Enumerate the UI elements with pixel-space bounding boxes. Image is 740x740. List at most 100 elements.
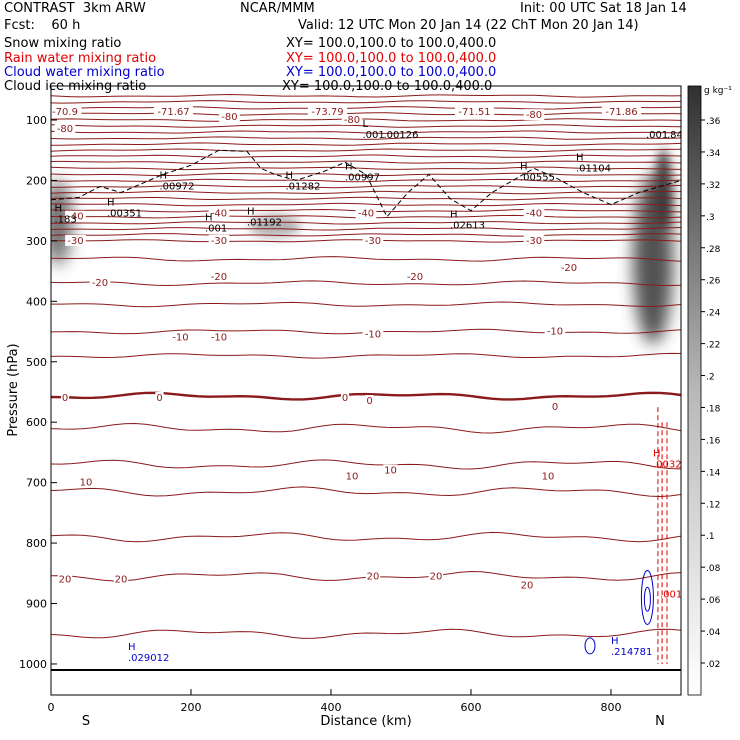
x-tick-label: 200 <box>181 701 202 714</box>
extremum-value: .00972 <box>160 181 195 192</box>
extremum-marker: H <box>576 152 584 163</box>
isotherm-label: 0 <box>342 393 348 404</box>
isotherm-line <box>51 100 681 104</box>
colorbar-tick-label: .2 <box>706 373 715 383</box>
field-name-rain: Rain water mixing ratio <box>4 51 157 66</box>
x-tick-label: 600 <box>461 701 482 714</box>
x-axis-label: Distance (km) <box>320 714 411 729</box>
contour-label-bg <box>454 106 495 118</box>
contour-label-bg <box>155 392 164 404</box>
isotherm-line <box>51 112 681 116</box>
isotherm-label: -30 <box>365 236 381 247</box>
isotherm-label: -80 <box>57 124 73 135</box>
x-tick-label: 0 <box>48 701 55 714</box>
isotherm-label: 10 <box>80 478 93 489</box>
extremum-marker: H <box>107 198 115 209</box>
contour-label-bg <box>54 123 76 135</box>
isotherm-label: 10 <box>384 466 397 477</box>
extremum-value: .001 <box>205 224 227 235</box>
isotherm-label: -71.67 <box>157 107 189 118</box>
field-xy-rain: XY= 100.0,100.0 to 100.0,400.0 <box>286 51 497 66</box>
isotherm-label: -40 <box>358 209 374 220</box>
isotherm-label: 10 <box>542 472 555 483</box>
isotherm-line <box>51 93 681 98</box>
isotherm-line <box>51 106 681 110</box>
extremum-value: .214781 <box>611 647 652 658</box>
contour-label-bg <box>404 271 426 283</box>
plot-frame <box>50 85 682 696</box>
isotherm-line <box>51 233 681 237</box>
cloud-water-contour <box>640 569 654 625</box>
extremum-marker: H <box>128 642 136 653</box>
extremum-marker: H <box>345 161 353 172</box>
isotherm-line <box>51 459 681 470</box>
contour-label-bg <box>601 106 642 118</box>
extremum-value: .847 <box>667 130 689 141</box>
isotherm-label: 20 <box>521 580 534 591</box>
extremum-marker: H <box>450 210 458 221</box>
isotherm-label: -71.51 <box>458 107 490 118</box>
isotherm-label: -10 <box>211 333 227 344</box>
tropopause-dashed-contour <box>51 149 681 218</box>
contour-label-bg <box>89 277 111 289</box>
isotherm-line <box>51 628 681 639</box>
contour-label-bg <box>60 392 70 404</box>
isotherm-line <box>51 118 681 122</box>
contour-label-bg <box>57 573 73 585</box>
contour-label-bg <box>355 207 377 219</box>
y-tick-label: 700 <box>26 477 47 490</box>
y-tick-label: 900 <box>26 598 47 611</box>
isotherm-line <box>51 178 681 183</box>
field-name-cloud-water: Cloud water mixing ratio <box>4 65 165 80</box>
extremum-marker: H <box>286 170 294 181</box>
isotherm-line <box>51 301 681 308</box>
y-axis-label: Pressure (hPa) <box>6 343 21 436</box>
isotherm-label: -73.79 <box>311 107 343 118</box>
colorbar-tick-label: .16 <box>706 436 721 446</box>
colorbar-tick-label: .12 <box>706 500 720 510</box>
extremum-marker: L <box>363 119 369 130</box>
isotherm-label: 20 <box>367 571 380 582</box>
isotherm-label: 10 <box>346 472 359 483</box>
contour-label-bg <box>428 570 444 582</box>
isotherm-line <box>51 142 681 146</box>
colorbar <box>687 85 702 696</box>
extremum-marker: H <box>247 207 255 218</box>
header-model: CONTRAST 3km ARW <box>4 1 146 16</box>
contour-label-bg <box>219 110 240 122</box>
isotherm-label: -40 <box>211 209 227 220</box>
y-tick-label: 800 <box>26 537 47 550</box>
extremum-marker: H <box>520 161 528 172</box>
extremum-marker: H <box>611 636 619 647</box>
isotherm-label: -10 <box>365 330 381 341</box>
contour-labels: -70.9 -71.67 -73.79 -71.51 -71.86 -80 -80 -80 -8… <box>51 106 689 664</box>
isotherm-line <box>51 221 681 225</box>
colorbar-tick-label: .36 <box>706 117 721 127</box>
isotherm-label: -80 <box>344 115 360 126</box>
colorbar-tick-label: .1 <box>706 532 715 542</box>
contour-label-bg <box>65 210 86 222</box>
isotherm-label: -70.9 <box>52 107 78 118</box>
cloud-water-contours <box>584 569 654 655</box>
isotherm-line <box>51 202 681 207</box>
colorbar-tick-label: .24 <box>706 309 721 319</box>
colorbar-tick-label: .22 <box>706 341 720 351</box>
isotherm-label: -71.86 <box>605 107 637 118</box>
extremum-value: .02613 <box>450 221 485 232</box>
extremum-value: .00126 <box>384 130 419 141</box>
colorbar-tick-label: .28 <box>706 245 721 255</box>
extremum-marker: H <box>160 170 168 181</box>
isotherm-line <box>51 196 681 201</box>
header-org: NCAR/MMM <box>240 1 315 16</box>
isotherm-label: -20 <box>211 272 227 283</box>
isotherm-label: -20 <box>407 272 423 283</box>
extremum-value: .183 <box>55 215 77 226</box>
isotherm-label: -30 <box>67 236 83 247</box>
isotherm-line <box>51 160 681 164</box>
contour-label-bg <box>208 234 230 246</box>
isotherm-label: -30 <box>211 236 227 247</box>
snow-area <box>249 213 301 238</box>
extremum-value: .00351 <box>107 209 142 220</box>
isotherm-label: 20 <box>59 574 72 585</box>
contour-label-bg <box>307 106 348 118</box>
